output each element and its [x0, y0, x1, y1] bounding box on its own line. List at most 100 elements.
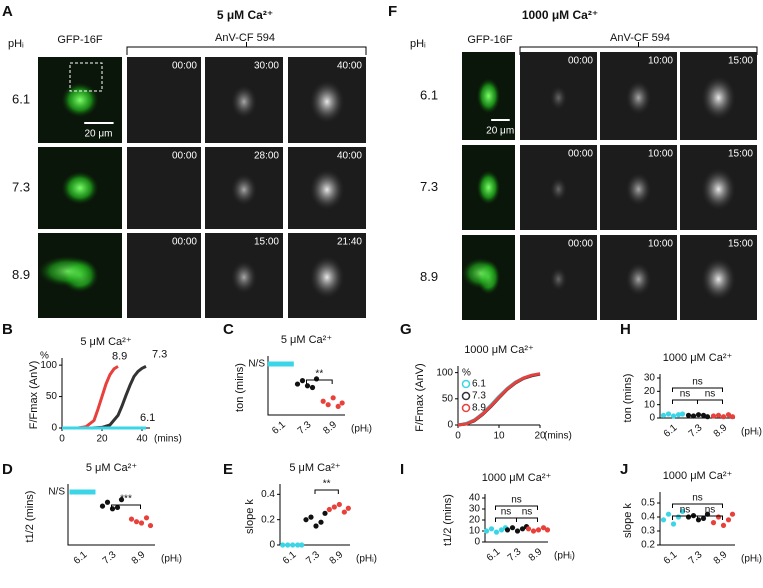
data-point — [299, 378, 306, 384]
x-tick-label: 10 — [493, 431, 505, 442]
data-point — [309, 384, 316, 391]
series-line — [62, 365, 147, 430]
column-bracket — [126, 42, 367, 55]
x-tick-label: 20 — [96, 434, 108, 445]
annexin-signal — [624, 261, 653, 298]
data-point — [535, 527, 542, 533]
row-header: pHᵢ — [8, 38, 24, 50]
data-point — [308, 514, 314, 520]
y-tick-label: 0.3 — [641, 526, 655, 537]
data-point — [326, 506, 332, 513]
y-tick-label: 0.2 — [641, 540, 655, 551]
panel-letter: E — [223, 461, 233, 478]
x-unit: (pHᵢ) — [356, 554, 377, 565]
x-unit: (pHᵢ) — [741, 427, 762, 438]
x-tick-label: 0 — [455, 431, 461, 442]
timestamp: 10:00 — [648, 56, 673, 67]
y-tick-label: 20 — [644, 386, 656, 397]
data-point — [695, 412, 702, 418]
y-tick-label: 100 — [40, 360, 57, 371]
x-tick-label: 6.1 — [662, 422, 680, 440]
significance-bracket — [111, 504, 141, 509]
timestamp: 10:00 — [648, 149, 673, 160]
data-point — [729, 511, 736, 517]
x-tick-label: 7.3 — [304, 549, 322, 567]
data-point — [660, 412, 667, 418]
data-point — [715, 412, 722, 418]
series-line — [62, 365, 119, 430]
column-header: GFP-16F — [467, 34, 513, 46]
data-point — [519, 526, 526, 532]
annexin-signal — [700, 74, 737, 122]
y-axis-label: t1/2 (mins) — [24, 491, 36, 543]
chart-title: 5 μM Ca²⁺ — [86, 462, 137, 474]
cell-gfp — [61, 82, 99, 118]
y-tick-label: 0 — [649, 413, 655, 424]
scale-label: 20 μm — [84, 129, 112, 140]
annexin-signal — [549, 266, 568, 292]
legend-swatch — [461, 403, 471, 413]
panel-letter: F — [388, 3, 397, 20]
roi-box — [69, 62, 103, 92]
y-tick-label: 50 — [46, 391, 58, 402]
y-tick-label: 0 — [447, 420, 453, 431]
micrograph — [127, 147, 201, 229]
cell-gfp — [462, 257, 500, 289]
significance-label: ns — [501, 507, 512, 518]
data-point — [665, 511, 672, 517]
data-point — [147, 522, 154, 529]
micrograph — [127, 233, 201, 318]
data-point — [715, 514, 722, 520]
data-point — [138, 520, 145, 526]
x-unit: (pHᵢ) — [351, 424, 372, 435]
panel-letter: B — [2, 321, 13, 338]
significance-bracket — [495, 505, 538, 510]
data-point — [133, 519, 140, 525]
chart-title: 1000 μM Ca²⁺ — [464, 344, 534, 356]
data-point — [695, 517, 702, 523]
x-tick-label: 20 — [534, 431, 546, 442]
data-point — [675, 412, 682, 418]
data-point — [294, 381, 301, 387]
data-point — [725, 412, 732, 418]
y-axis-label: t1/2 (mins) — [442, 494, 454, 546]
panel-letter: D — [2, 461, 13, 478]
significance-label: ns — [511, 495, 522, 506]
x-tick-label: 6.1 — [485, 546, 503, 564]
data-point — [318, 519, 324, 525]
annexin-signal — [700, 166, 737, 213]
data-point — [525, 526, 532, 532]
legend-label: 7.3 — [472, 391, 486, 402]
data-point — [690, 413, 697, 419]
x-tick-label: 0 — [59, 434, 65, 445]
significance-label: ns — [680, 389, 691, 400]
cell-gfp — [476, 78, 501, 114]
row-label: 8.9 — [420, 269, 438, 284]
x-unit: (pHᵢ) — [554, 551, 575, 562]
significance-bracket — [306, 379, 333, 384]
annotation: N/S — [48, 487, 65, 498]
annexin-signal — [549, 84, 568, 111]
annexin-signal — [549, 176, 568, 202]
timestamp: 00:00 — [172, 237, 197, 248]
y-tick-label: 0 — [51, 423, 57, 434]
y-tick-label: 30 — [644, 373, 656, 384]
panel-letter: G — [400, 321, 412, 338]
y-tick-label: 0.4 — [261, 489, 275, 500]
timestamp: 15:00 — [254, 237, 279, 248]
y-tick-label: 0.5 — [641, 498, 655, 509]
row-label: 7.3 — [420, 179, 438, 194]
timestamp: 15:00 — [728, 149, 753, 160]
y-tick-label: 0 — [474, 537, 480, 548]
significance-label: *** — [120, 494, 132, 505]
x-tick-label: 6.1 — [662, 549, 680, 567]
data-point — [290, 542, 296, 548]
column-header: AnV-CF 594 — [610, 32, 670, 44]
y-axis-label: F/Fmax (AnV) — [414, 363, 426, 431]
significance-bracket — [314, 489, 339, 494]
axes — [61, 358, 150, 429]
timestamp: 30:00 — [254, 61, 279, 72]
data-point — [143, 515, 150, 521]
x-unit: (mins) — [544, 431, 572, 442]
